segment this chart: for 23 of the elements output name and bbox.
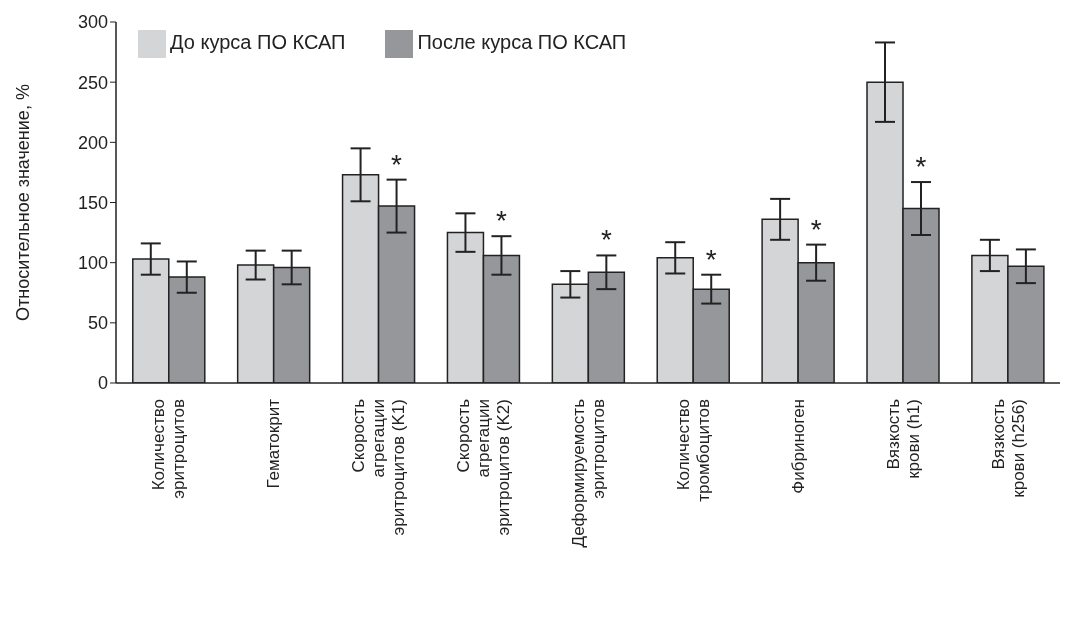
legend-label: До курса ПО КСАП [170, 31, 346, 54]
legend-label: После курса ПО КСАП [417, 31, 627, 54]
data-label: * [810, 213, 822, 245]
y-tick-label: 100 [77, 253, 108, 274]
x-tick-label: Вязкость крови (h1) [883, 398, 923, 479]
x-tick-label: Вязкость крови (h256) [988, 398, 1028, 498]
data-label: * [915, 151, 927, 183]
y-tick-label: 0 [97, 373, 108, 394]
y-tick-label: 250 [77, 72, 108, 93]
x-tick-label: Фибриноген [788, 399, 808, 494]
x-tick-label: Количество эритроцитов [149, 399, 189, 499]
data-label: * [705, 243, 717, 275]
y-tick-label: 50 [87, 313, 108, 334]
x-tick-label: Гематокрит [264, 398, 284, 489]
y-tick-label: 200 [77, 132, 108, 153]
y-tick-label: 150 [77, 192, 108, 213]
data-label: * [496, 205, 507, 237]
data-label: * [391, 148, 403, 180]
x-tick-label: Скорость агрегации эритроцитов (K2) [454, 398, 514, 536]
data-label: * [600, 224, 612, 256]
y-tick-label: 300 [77, 12, 108, 33]
y-axis-title: Относительное значение, % [13, 84, 34, 321]
x-tick-label: Скорость агрегации эритроцитов (K1) [349, 398, 409, 536]
